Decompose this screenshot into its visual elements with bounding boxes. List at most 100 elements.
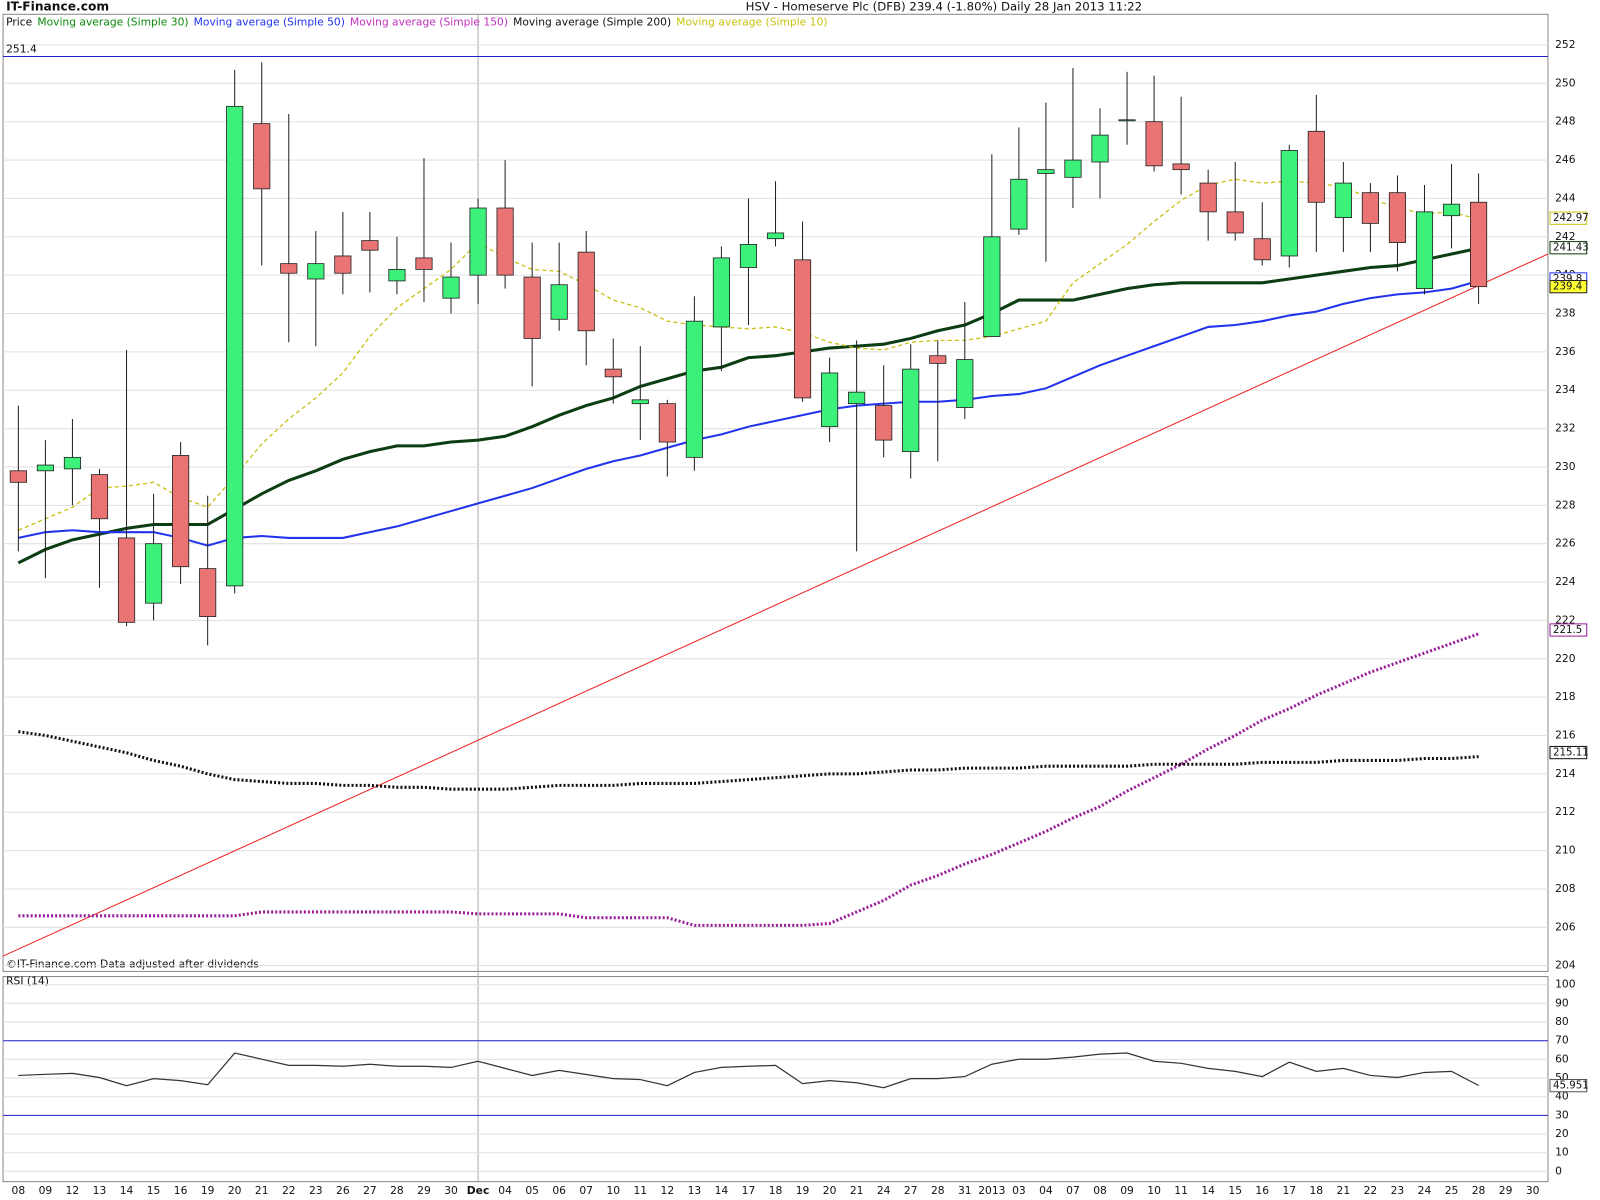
y-tick-label: 70 bbox=[1555, 1034, 1569, 1047]
candle-body bbox=[199, 568, 217, 617]
candle-body bbox=[658, 403, 676, 443]
x-tick-label: 04 bbox=[498, 1184, 512, 1197]
value-tag-box bbox=[1549, 280, 1588, 294]
trend-line bbox=[2, 253, 1549, 957]
x-tick-label: 24 bbox=[1418, 1184, 1432, 1197]
candle-body bbox=[307, 263, 325, 280]
x-tick-label: 22 bbox=[1364, 1184, 1378, 1197]
candle-body bbox=[442, 276, 460, 299]
candle-body bbox=[766, 232, 785, 240]
candle-body bbox=[956, 359, 974, 408]
x-tick-label: 18 bbox=[769, 1184, 783, 1197]
x-tick-label: 14 bbox=[715, 1184, 729, 1197]
x-tick-label: 07 bbox=[1066, 1184, 1080, 1197]
y-tick-label: 80 bbox=[1555, 1015, 1569, 1028]
y-tick-label: 220 bbox=[1555, 652, 1576, 665]
x-tick-label: 20 bbox=[228, 1184, 242, 1197]
x-tick-label: 08 bbox=[1093, 1184, 1107, 1197]
x-tick-label: 21 bbox=[255, 1184, 269, 1197]
legend-entry: Moving average (Simple 10) bbox=[676, 15, 827, 28]
x-tick-label: 13 bbox=[93, 1184, 107, 1197]
value-tag-box bbox=[1549, 745, 1588, 760]
x-tick-label: 09 bbox=[39, 1184, 53, 1197]
x-tick-label: 11 bbox=[1174, 1184, 1188, 1197]
x-tick-label: 20 bbox=[823, 1184, 837, 1197]
y-tick-label: 208 bbox=[1555, 882, 1576, 895]
y-tick-label: 216 bbox=[1555, 728, 1576, 741]
y-tick-label: 230 bbox=[1555, 460, 1576, 473]
y-tick-label: 228 bbox=[1555, 498, 1576, 511]
y-tick-label: 226 bbox=[1555, 537, 1576, 550]
candle-body bbox=[712, 257, 730, 328]
candle-body bbox=[63, 456, 82, 470]
rsi-line bbox=[18, 1052, 1479, 1089]
x-tick-label: 28 bbox=[1472, 1184, 1486, 1197]
ma-line bbox=[18, 279, 1479, 547]
candle-body bbox=[1470, 201, 1488, 288]
ma-line bbox=[18, 632, 1480, 927]
y-tick-label: 0 bbox=[1555, 1164, 1562, 1177]
x-tick-label: 24 bbox=[877, 1184, 891, 1197]
candle-body bbox=[388, 268, 406, 282]
candle-body bbox=[36, 464, 54, 472]
x-tick-label: 08 bbox=[12, 1184, 26, 1197]
y-tick-label: 250 bbox=[1555, 76, 1576, 89]
x-tick-label: 06 bbox=[552, 1184, 566, 1197]
candle-body bbox=[1388, 192, 1407, 243]
candle-body bbox=[848, 391, 866, 405]
x-tick-label: 15 bbox=[1228, 1184, 1242, 1197]
legend-entry: Price bbox=[6, 15, 33, 28]
value-tag-box bbox=[1549, 1078, 1588, 1093]
y-tick-label: 20 bbox=[1555, 1127, 1569, 1140]
x-tick-label: 22 bbox=[282, 1184, 296, 1197]
candle-body bbox=[1199, 182, 1217, 213]
candle-body bbox=[334, 255, 352, 274]
candle-body bbox=[9, 470, 27, 483]
candle-body bbox=[1145, 121, 1163, 167]
value-tag: 215.11 bbox=[1553, 748, 1589, 759]
value-tag: 239.4 bbox=[1553, 282, 1582, 293]
candle-body bbox=[631, 399, 649, 405]
y-tick-label: 234 bbox=[1555, 383, 1576, 396]
y-tick-label: 224 bbox=[1555, 575, 1576, 588]
y-tick-label: 248 bbox=[1555, 115, 1576, 128]
candle-body bbox=[226, 105, 244, 587]
candle-body bbox=[821, 372, 839, 428]
x-tick-label: 10 bbox=[606, 1184, 620, 1197]
x-tick-label: 19 bbox=[201, 1184, 215, 1197]
source: IT-Finance.com bbox=[6, 0, 109, 14]
candle-body bbox=[496, 207, 514, 276]
x-tick-label: 23 bbox=[309, 1184, 323, 1197]
x-tick-label: 21 bbox=[1337, 1184, 1351, 1197]
x-tick-label: 25 bbox=[1445, 1184, 1459, 1197]
candle-body bbox=[739, 244, 758, 268]
value-tag: 241.43 bbox=[1553, 243, 1589, 254]
candle-body bbox=[145, 543, 163, 604]
candle-body bbox=[172, 455, 190, 568]
marks bbox=[2, 55, 1549, 1116]
legend-entry: Moving average (Simple 30) bbox=[37, 15, 188, 28]
candle-body bbox=[1091, 134, 1109, 163]
y-tick-label: 210 bbox=[1555, 844, 1576, 857]
labels: 08 09 12 13 14 15 16 19 20 21 22 23 26 27 28 29 30 Dec 04 0… bbox=[6, 15, 1589, 1196]
value-tag-box bbox=[1549, 211, 1588, 225]
candle-body bbox=[1334, 182, 1352, 219]
candle-body bbox=[469, 207, 487, 276]
value-tag: 45.951 bbox=[1553, 1081, 1589, 1092]
y-tick-label: 30 bbox=[1555, 1108, 1569, 1121]
value-tag: 239.8 bbox=[1553, 274, 1582, 285]
y-tick-label: 214 bbox=[1555, 767, 1576, 780]
x-tick-label: 26 bbox=[336, 1184, 350, 1197]
candle-body bbox=[1010, 178, 1028, 230]
candle-body bbox=[685, 320, 703, 458]
candle-body bbox=[1172, 163, 1190, 171]
rsi-panel bbox=[2, 976, 1549, 1183]
y-tick-label: 238 bbox=[1555, 307, 1576, 320]
x-tick-label: 28 bbox=[931, 1184, 945, 1197]
x-tick-label: 30 bbox=[1526, 1184, 1540, 1197]
y-tick-label: 242 bbox=[1555, 230, 1575, 243]
x-tick-label: 15 bbox=[147, 1184, 161, 1197]
candle-body bbox=[361, 240, 379, 251]
y-tick-label: 100 bbox=[1555, 978, 1576, 991]
